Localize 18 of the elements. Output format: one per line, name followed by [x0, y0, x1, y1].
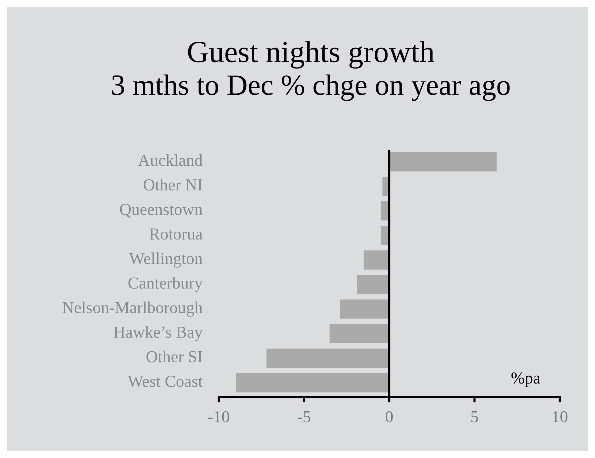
y-tick-label: Nelson-Marlborough	[62, 302, 203, 317]
y-tick-label: Other SI	[146, 350, 202, 363]
x-tick-label: 0	[386, 411, 394, 423]
y-tick-label: West Coast	[128, 376, 203, 388]
y-tick-label: Queenstown	[120, 204, 203, 218]
chart-title: Guest nights growth	[188, 41, 435, 69]
x-tick-label: 5	[472, 412, 478, 423]
y-tick-label: Rotorua	[150, 228, 203, 240]
y-tick-label: Canterbury	[128, 277, 203, 292]
x-tick-label: -10	[208, 411, 230, 423]
x-tick-label: -5	[298, 412, 311, 423]
y-tick-label: Hawke’s Bay	[114, 326, 203, 342]
x-tick-label: 10	[553, 411, 568, 423]
y-tick-label: Auckland	[138, 154, 203, 166]
y-tick-label: Wellington	[129, 252, 203, 268]
chart-subtitle: 3 mths to Dec % chge on year ago	[112, 74, 510, 102]
annotation: %pa	[512, 372, 540, 388]
y-tick-label: Other NI	[144, 179, 202, 191]
